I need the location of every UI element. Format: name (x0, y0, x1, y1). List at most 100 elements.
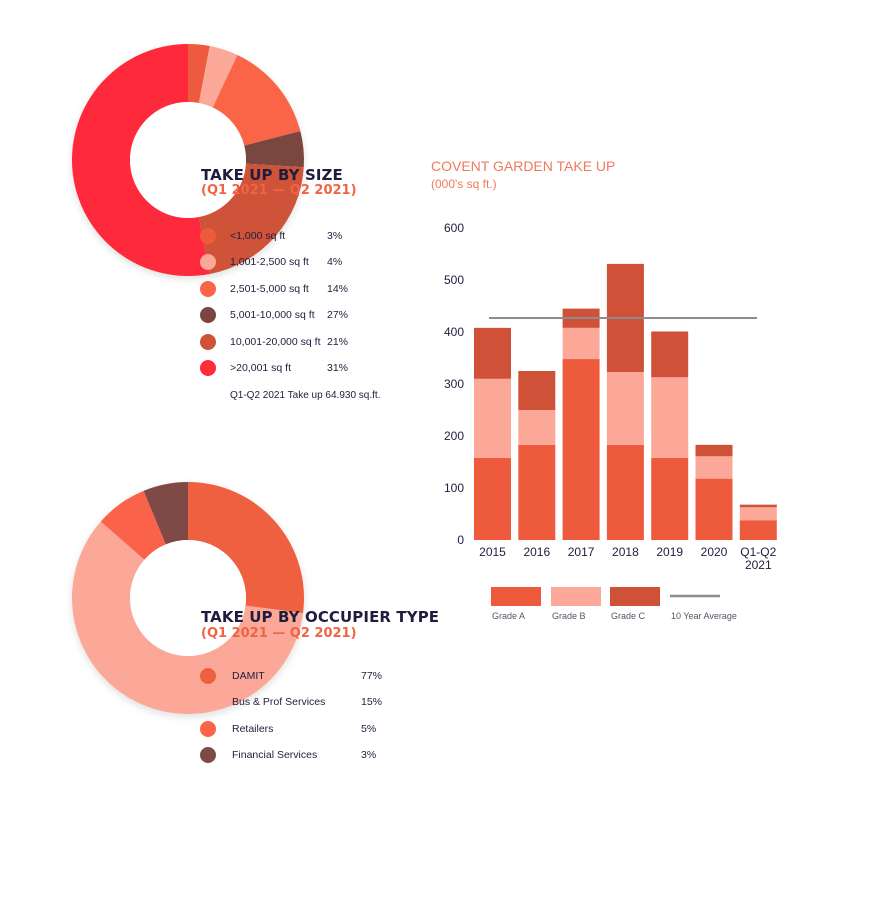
bar-segment (474, 378, 511, 458)
legend-label: <1,000 sq ft (230, 230, 286, 242)
occupier-donut-slice (188, 482, 305, 614)
x-tick-label: 2019 (656, 545, 683, 559)
bar-chart-title: COVENT GARDEN TAKE UP (431, 158, 616, 174)
size-legend-item: 2,501-5,000 sq ft 14% (200, 280, 400, 300)
size-donut-slice (212, 55, 301, 146)
size-legend-item: 10,001-20,000 sq ft 21% (200, 333, 400, 353)
size-donut-slice (198, 163, 304, 274)
legend-value: 31% (327, 362, 349, 374)
legend-value: 3% (361, 749, 377, 761)
occupier-donut-slice (100, 490, 166, 560)
bar-segment (562, 327, 600, 360)
bar-segment (651, 457, 689, 540)
bar-segment (562, 359, 600, 540)
legend-label: Retailers (232, 723, 274, 735)
bar-chart-subtitle: (000's sq ft.) (431, 177, 497, 191)
legend-swatch (200, 307, 216, 323)
legend-value: 27% (327, 309, 349, 321)
occupier-donut-hole (130, 540, 246, 656)
bar-segment (518, 371, 556, 410)
y-tick-label: 500 (444, 273, 464, 287)
bar-segment (518, 444, 556, 540)
bar-segment (651, 377, 689, 458)
x-tick-label: 2015 (479, 545, 506, 559)
legend-label: 2,501-5,000 sq ft (230, 283, 309, 295)
x-tick-label: 2020 (701, 545, 728, 559)
x-tick-label: 2017 (568, 545, 595, 559)
bar-segment (606, 372, 644, 445)
legend-value: 3% (327, 230, 343, 242)
legend-label: Grade B (552, 611, 586, 621)
legend-label: 10 Year Average (671, 611, 737, 621)
legend-value: 4% (327, 256, 343, 268)
legend-swatch (200, 721, 216, 737)
size-legend-item: 5,001-10,000 sq ft 27% (200, 306, 400, 326)
bar-segment (739, 504, 777, 508)
x-tick-label: Q1-Q2 (740, 545, 776, 559)
occupier-legend-item: Retailers 5% (200, 720, 400, 740)
size-legend-item: 1,001-2,500 sq ft 4% (200, 253, 400, 273)
bar-segment (739, 520, 777, 540)
y-tick-label: 600 (444, 221, 464, 235)
legend-value: 14% (327, 283, 349, 295)
size-legend-item: <1,000 sq ft 3% (200, 227, 400, 247)
bar-segment (518, 410, 556, 445)
legend-swatch (551, 587, 601, 606)
size-donut-slice (188, 44, 210, 104)
bar-segment (651, 331, 689, 378)
size-donut-slice (244, 131, 304, 168)
x-tick-label: 2018 (612, 545, 639, 559)
legend-swatch (200, 668, 216, 684)
legend-label: Financial Services (232, 749, 318, 761)
occupier-donut-slice (71, 521, 304, 714)
x-tick-label: 2016 (523, 545, 550, 559)
bar-segment (474, 327, 511, 379)
legend-label: DAMIT (232, 670, 265, 682)
size-donut-slice (198, 46, 238, 108)
legend-label: 5,001-10,000 sq ft (230, 309, 315, 321)
legend-swatch (491, 587, 541, 606)
y-tick-label: 300 (444, 377, 464, 391)
legend-swatch (200, 694, 216, 710)
size-chart-title: TAKE UP BY SIZE (201, 166, 343, 184)
y-tick-label: 200 (444, 429, 464, 443)
legend-label: >20,001 sq ft (230, 362, 292, 374)
occupier-legend-item: Financial Services 3% (200, 746, 400, 766)
occupier-donut-slice (143, 482, 188, 545)
bar-segment (695, 456, 733, 479)
legend-label: Bus & Prof Services (232, 696, 326, 708)
bar-segment (606, 444, 644, 540)
legend-label: 10,001-20,000 sq ft (230, 336, 321, 348)
size-legend-item: >20,001 sq ft 31% (200, 359, 400, 379)
size-donut-hole (130, 102, 246, 218)
legend-swatch (200, 281, 216, 297)
bar-segment (474, 457, 511, 540)
legend-swatch (200, 334, 216, 350)
legend-value: 77% (361, 670, 383, 682)
x-tick-label: 2021 (745, 558, 772, 572)
legend-swatch (200, 254, 216, 270)
legend-swatch (610, 587, 660, 606)
legend-swatch (200, 228, 216, 244)
size-take-up-note: Q1-Q2 2021 Take up 64.930 sq.ft. (230, 390, 381, 401)
bar-segment (695, 478, 733, 540)
size-chart-subtitle: (Q1 2021 — Q2 2021) (201, 183, 357, 198)
bar-segment (739, 507, 777, 521)
legend-swatch (200, 360, 216, 376)
legend-swatch (200, 747, 216, 763)
legend-label: Grade A (492, 611, 525, 621)
occupier-legend-item: Bus & Prof Services 15% (200, 693, 400, 713)
size-donut-slice (71, 44, 210, 276)
legend-label: Grade C (611, 611, 646, 621)
y-tick-label: 0 (457, 533, 464, 547)
occupier-chart-subtitle: (Q1 2021 — Q2 2021) (201, 626, 357, 641)
legend-label: 1,001-2,500 sq ft (230, 256, 309, 268)
y-tick-label: 400 (444, 325, 464, 339)
legend-value: 15% (361, 696, 383, 708)
legend-value: 5% (361, 723, 377, 735)
y-tick-label: 100 (444, 481, 464, 495)
occupier-legend-item: DAMIT 77% (200, 667, 400, 687)
legend-value: 21% (327, 336, 349, 348)
